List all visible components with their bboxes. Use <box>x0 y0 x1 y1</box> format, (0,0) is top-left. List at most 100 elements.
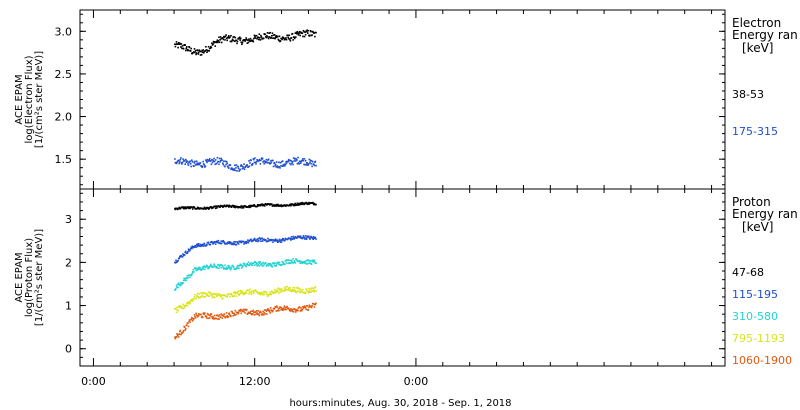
data-point <box>261 265 264 267</box>
data-point <box>244 40 246 42</box>
data-point <box>247 166 250 168</box>
data-point <box>250 238 252 241</box>
data-point <box>195 160 198 163</box>
data-point <box>222 240 225 242</box>
data-point <box>185 279 188 282</box>
data-point <box>196 207 198 210</box>
data-point <box>218 41 221 43</box>
data-point <box>265 265 268 267</box>
data-point <box>211 161 214 164</box>
data-point <box>265 309 267 311</box>
data-point <box>236 170 238 172</box>
data-point <box>279 288 282 290</box>
data-point <box>205 160 208 162</box>
data-point <box>182 331 184 333</box>
data-point <box>180 255 182 258</box>
data-point <box>195 294 198 297</box>
data-point <box>308 287 310 290</box>
data-point <box>276 165 279 167</box>
data-point <box>213 160 216 163</box>
y-axis-label-line: ACE EPAM <box>14 74 25 124</box>
data-point <box>220 41 223 44</box>
data-point <box>182 254 185 257</box>
data-point <box>250 262 252 264</box>
data-point <box>308 201 310 204</box>
data-point <box>188 274 190 277</box>
data-point <box>196 163 199 166</box>
data-point <box>174 45 177 48</box>
data-point <box>254 157 256 159</box>
data-point <box>273 34 276 36</box>
data-point <box>211 315 213 318</box>
data-point <box>301 237 304 240</box>
data-point <box>303 305 306 307</box>
legend-unit: [keV] <box>742 41 773 55</box>
data-point <box>177 42 180 44</box>
series-175-315 <box>174 156 317 172</box>
data-point <box>253 311 255 314</box>
data-point <box>186 160 189 163</box>
data-point <box>261 314 263 316</box>
data-point <box>184 279 186 282</box>
data-point <box>193 317 195 320</box>
data-point <box>267 264 270 267</box>
data-point <box>179 329 182 332</box>
data-point <box>204 268 206 271</box>
data-point <box>198 268 201 270</box>
data-point <box>307 308 310 311</box>
data-point <box>212 295 215 298</box>
data-point <box>200 292 202 294</box>
data-point <box>219 316 222 318</box>
data-point <box>181 307 184 309</box>
data-point <box>224 35 227 38</box>
data-point <box>308 262 310 265</box>
data-point <box>309 238 311 240</box>
data-point <box>279 40 282 42</box>
data-point <box>189 163 192 165</box>
data-point <box>231 38 234 41</box>
data-point <box>217 41 219 44</box>
data-point <box>296 308 298 311</box>
data-point <box>249 37 252 40</box>
data-point <box>213 292 215 295</box>
data-point <box>277 203 279 206</box>
y-axis-label: ACE EPAMlog(Proton Flux)[1/(cm²s ster Me… <box>14 229 45 326</box>
series-38-53 <box>174 29 317 56</box>
data-point <box>198 163 201 166</box>
data-point <box>244 312 246 314</box>
data-point <box>289 159 292 162</box>
data-point <box>305 288 308 291</box>
data-point <box>252 40 255 43</box>
data-point <box>263 160 266 162</box>
data-point <box>242 240 245 243</box>
data-point <box>271 266 274 268</box>
data-point <box>264 313 267 315</box>
data-point <box>254 311 257 313</box>
data-point <box>246 164 249 166</box>
data-point <box>180 333 182 336</box>
data-point <box>229 314 231 316</box>
data-point <box>208 267 210 269</box>
data-point <box>272 159 274 162</box>
data-point <box>257 238 259 240</box>
data-point <box>259 36 261 39</box>
data-point <box>311 34 313 36</box>
data-point <box>202 49 204 51</box>
data-point <box>174 336 176 339</box>
data-point <box>237 165 239 168</box>
data-point <box>187 277 189 279</box>
data-point <box>180 305 183 308</box>
data-point <box>290 308 292 310</box>
data-point <box>266 240 269 242</box>
data-point <box>243 39 246 41</box>
legend-unit: [keV] <box>742 220 773 234</box>
data-point <box>187 302 190 305</box>
data-point <box>262 264 265 267</box>
data-point <box>246 42 249 44</box>
data-point <box>207 241 210 244</box>
data-point <box>304 260 307 263</box>
data-point <box>225 37 228 40</box>
data-point <box>234 243 236 245</box>
data-point <box>205 208 207 210</box>
